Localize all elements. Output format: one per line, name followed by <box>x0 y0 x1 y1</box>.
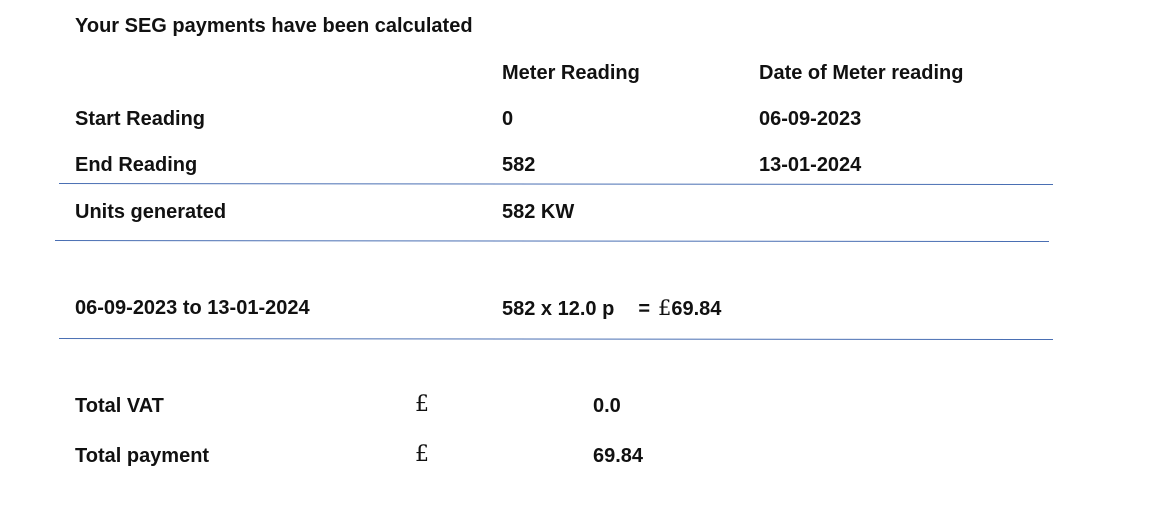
period-amount: 69.84 <box>671 298 722 320</box>
pound-sign: £ <box>415 442 429 467</box>
reading-value: 0 <box>502 108 514 130</box>
divider-line <box>54 240 1050 243</box>
meter-reading-header: Meter Reading <box>502 62 640 84</box>
units-generated-value: 582 KW <box>502 201 575 223</box>
total-value: 69.84 <box>593 445 644 467</box>
divider-line <box>58 338 1054 341</box>
total-label: Total payment <box>75 445 210 467</box>
calculation-expression: 582 x 12.0 p <box>502 298 615 320</box>
divider-line <box>58 183 1054 186</box>
reading-date: 06-09-2023 <box>759 108 862 130</box>
units-generated-label: Units generated <box>75 201 227 223</box>
total-value: 0.0 <box>593 395 621 417</box>
page-title: Your SEG payments have been calculated <box>75 15 473 37</box>
pound-sign: £ <box>658 296 672 320</box>
reading-label: End Reading <box>75 154 198 176</box>
pound-sign: £ <box>415 392 429 417</box>
period-label: 06-09-2023 to 13-01-2024 <box>75 297 310 319</box>
reading-value: 582 <box>502 154 536 176</box>
reading-label: Start Reading <box>75 108 206 130</box>
reading-date: 13-01-2024 <box>759 154 862 176</box>
period-calculation: 582 x 12.0 p = £69.84 <box>502 296 721 321</box>
equals-sign: = <box>638 298 650 320</box>
total-label: Total VAT <box>75 395 164 417</box>
date-of-meter-reading-header: Date of Meter reading <box>759 62 964 84</box>
